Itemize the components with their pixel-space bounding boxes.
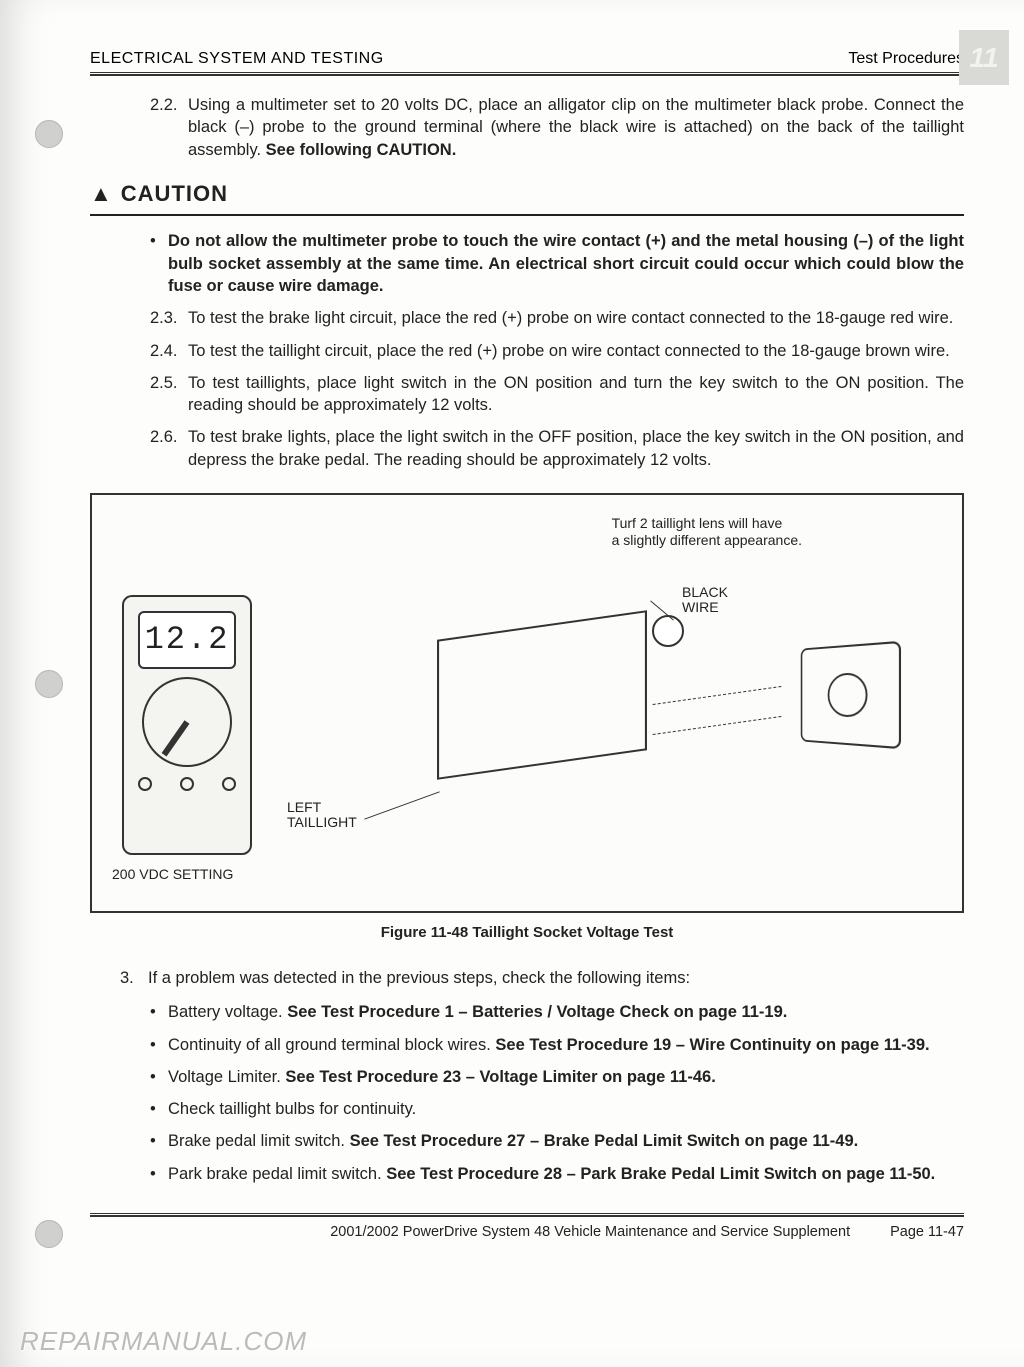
bullet-pre: Check taillight bulbs for continuity. [168, 1100, 416, 1118]
step-number: 2.2. [150, 94, 188, 161]
bullet-bold: See Test Procedure 23 – Voltage Limiter … [285, 1068, 715, 1086]
page-footer: 2001/2002 PowerDrive System 48 Vehicle M… [90, 1223, 964, 1243]
footer-rule [90, 1213, 964, 1217]
footer-page: Page 11-47 [890, 1223, 964, 1243]
bullet-pre: Park brake pedal limit switch. [168, 1165, 386, 1183]
step-number: 2.4. [150, 340, 188, 362]
bullet-bold: See Test Procedure 27 – Brake Pedal Limi… [350, 1132, 859, 1150]
bullet-bold: See Test Procedure 19 – Wire Continuity … [495, 1036, 929, 1054]
step-body: To test the brake light circuit, place t… [188, 307, 964, 329]
step-2-3: 2.3. To test the brake light circuit, pl… [150, 307, 964, 329]
bullet-body: Check taillight bulbs for continuity. [168, 1098, 964, 1120]
step-2-6: 2.6. To test brake lights, place the lig… [150, 426, 964, 471]
step-bold: See following CAUTION. [266, 141, 457, 159]
caution-title: CAUTION [121, 179, 228, 209]
bullet-body: Park brake pedal limit switch. See Test … [168, 1163, 964, 1185]
meter-port [222, 777, 236, 791]
bullet-pre: Battery voltage. [168, 1003, 287, 1021]
caution-heading: ▲ CAUTION [90, 179, 964, 209]
meter-reading: 12.2 [138, 611, 236, 669]
figure-note: Turf 2 taillight lens will have a slight… [612, 515, 802, 549]
figure-11-48: Turf 2 taillight lens will have a slight… [90, 493, 964, 913]
bullet-body: Voltage Limiter. See Test Procedure 23 –… [168, 1066, 964, 1088]
s3-bullet: • Continuity of all ground terminal bloc… [150, 1034, 964, 1056]
leader-dash [653, 716, 782, 735]
bullet-mark: • [150, 230, 168, 297]
content: 2.2. Using a multimeter set to 20 volts … [90, 94, 964, 1243]
bullet-pre: Brake pedal limit switch. [168, 1132, 350, 1150]
watermark: REPAIRMANUAL.COM [20, 1326, 307, 1357]
label-left-taillight: LEFT TAILLIGHT [287, 800, 357, 831]
bullet-pre: Continuity of all ground terminal block … [168, 1036, 495, 1054]
header-right: Test Procedures [848, 50, 964, 68]
bullet-mark: • [150, 1034, 168, 1056]
meter-port [138, 777, 152, 791]
bullet-body: Brake pedal limit switch. See Test Proce… [168, 1130, 964, 1152]
s3-bullet: • Battery voltage. See Test Procedure 1 … [150, 1001, 964, 1023]
step-2-4: 2.4. To test the taillight circuit, plac… [150, 340, 964, 362]
multimeter: 12.2 [122, 595, 252, 855]
bullet-mark: • [150, 1163, 168, 1185]
manual-page: 11 ELECTRICAL SYSTEM AND TESTING Test Pr… [0, 0, 1024, 1367]
step-2-2: 2.2. Using a multimeter set to 20 volts … [150, 94, 964, 161]
footer-title: 2001/2002 PowerDrive System 48 Vehicle M… [330, 1223, 850, 1243]
leader-line [364, 791, 440, 819]
step-number: 2.5. [150, 372, 188, 417]
binder-hole [35, 670, 63, 698]
step-body: If a problem was detected in the previou… [148, 967, 690, 989]
meter-dial [142, 677, 232, 767]
bullet-body: Battery voltage. See Test Procedure 1 – … [168, 1001, 964, 1023]
bulb [652, 615, 684, 647]
caution-text: Do not allow the multimeter probe to tou… [168, 230, 964, 297]
meter-ports [124, 777, 250, 791]
step-body: To test brake lights, place the light sw… [188, 426, 964, 471]
bullet-mark: • [150, 1001, 168, 1023]
leader-dash [653, 686, 782, 705]
s3-bullet: • Voltage Limiter. See Test Procedure 23… [150, 1066, 964, 1088]
bullet-mark: • [150, 1098, 168, 1120]
step-body: To test taillights, place light switch i… [188, 372, 964, 417]
step-body: To test the taillight circuit, place the… [188, 340, 964, 362]
step-number: 3. [120, 967, 148, 989]
meter-port [180, 777, 194, 791]
caution-bullet: • Do not allow the multimeter probe to t… [150, 230, 964, 297]
page-header: ELECTRICAL SYSTEM AND TESTING Test Proce… [90, 50, 964, 72]
bullet-mark: • [150, 1130, 168, 1152]
step-body: Using a multimeter set to 20 volts DC, p… [188, 94, 964, 161]
binder-hole [35, 120, 63, 148]
warning-icon: ▲ [90, 179, 113, 209]
label-black-wire: BLACK WIRE [682, 585, 728, 616]
s3-bullet: • Park brake pedal limit switch. See Tes… [150, 1163, 964, 1185]
bullet-pre: Voltage Limiter. [168, 1068, 285, 1086]
figure-caption: Figure 11-48 Taillight Socket Voltage Te… [90, 923, 964, 943]
binder-hole [35, 1220, 63, 1248]
header-left: ELECTRICAL SYSTEM AND TESTING [90, 50, 384, 68]
bullet-bold: See Test Procedure 1 – Batteries / Volta… [287, 1003, 787, 1021]
taillight-lens [801, 641, 901, 749]
step-3: 3. If a problem was detected in the prev… [120, 967, 964, 989]
caution-rule [90, 214, 964, 216]
bullet-body: Continuity of all ground terminal block … [168, 1034, 964, 1056]
s3-bullet: • Check taillight bulbs for continuity. [150, 1098, 964, 1120]
section-tab: 11 [959, 30, 1009, 85]
step-number: 2.6. [150, 426, 188, 471]
bullet-bold: See Test Procedure 28 – Park Brake Pedal… [386, 1165, 935, 1183]
step-2-5: 2.5. To test taillights, place light swi… [150, 372, 964, 417]
step-number: 2.3. [150, 307, 188, 329]
label-setting: 200 VDC SETTING [112, 865, 233, 884]
header-rule [90, 72, 964, 76]
bullet-mark: • [150, 1066, 168, 1088]
s3-bullet: • Brake pedal limit switch. See Test Pro… [150, 1130, 964, 1152]
taillight-assembly [437, 610, 647, 780]
